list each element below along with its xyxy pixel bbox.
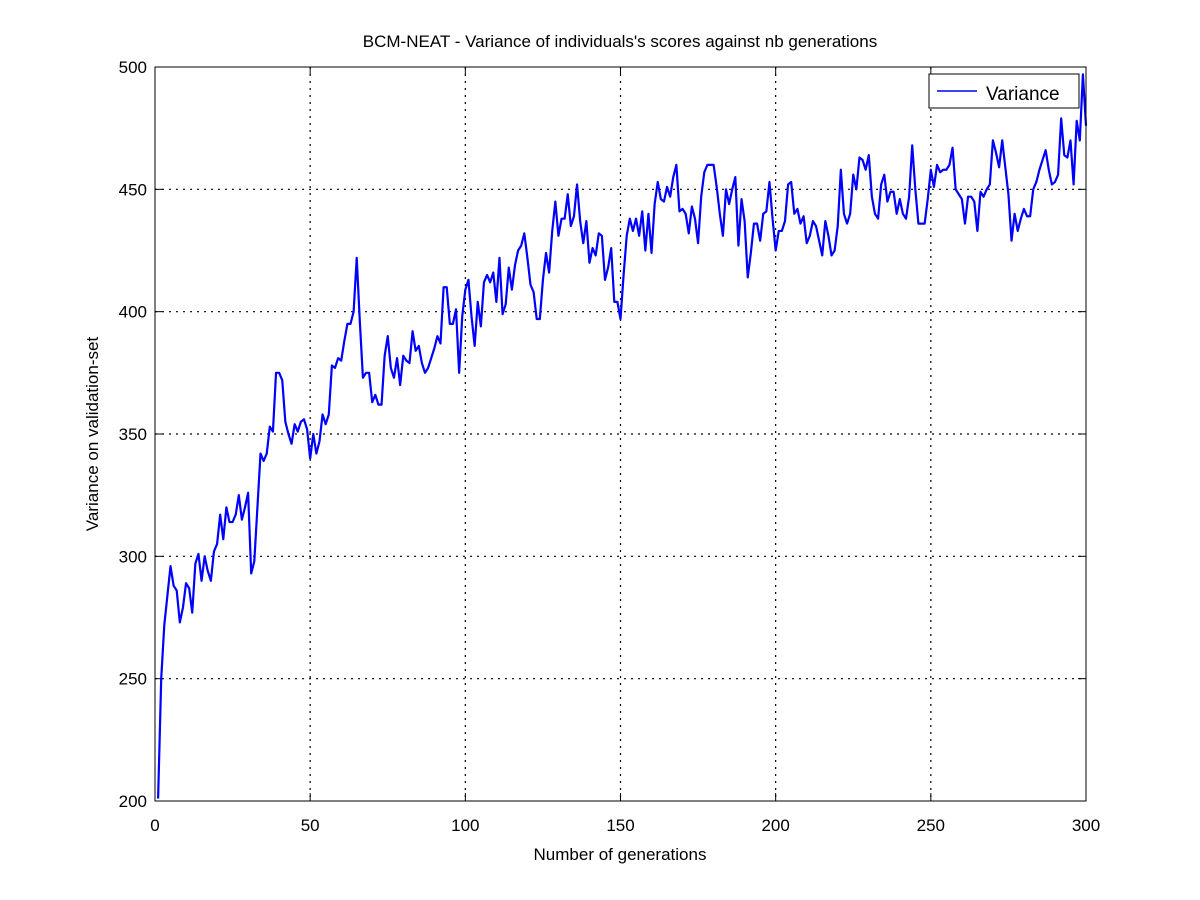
x-tick-label: 250 (917, 816, 945, 835)
y-tick-label: 500 (119, 58, 147, 77)
y-tick-label: 400 (119, 303, 147, 322)
x-tick-labels: 0 50 100 150 200 250 300 (150, 816, 1100, 835)
y-tick-label: 350 (119, 425, 147, 444)
chart-title: BCM-NEAT - Variance of individuals's sco… (363, 32, 877, 51)
plot-frame (154, 66, 1087, 802)
y-tick-label: 250 (119, 670, 147, 689)
y-tick-label: 450 (119, 180, 147, 199)
legend: Variance (928, 73, 1080, 109)
x-tick-label: 150 (606, 816, 634, 835)
y-axis-label: Variance on validation-set (83, 337, 102, 532)
x-tick-label: 300 (1072, 816, 1100, 835)
grid-lines (155, 67, 1086, 801)
x-tick-label: 0 (150, 816, 159, 835)
legend-label: Variance (986, 84, 1060, 105)
x-tick-label: 100 (451, 816, 479, 835)
y-tick-label: 300 (119, 547, 147, 566)
y-tick-labels: 200 250 300 350 400 450 500 (119, 58, 147, 811)
y-tick-label: 200 (119, 792, 147, 811)
x-axis-label: Number of generations (534, 845, 707, 864)
x-tick-label: 200 (761, 816, 789, 835)
x-tick-label: 50 (301, 816, 320, 835)
variance-line (157, 73, 1088, 799)
